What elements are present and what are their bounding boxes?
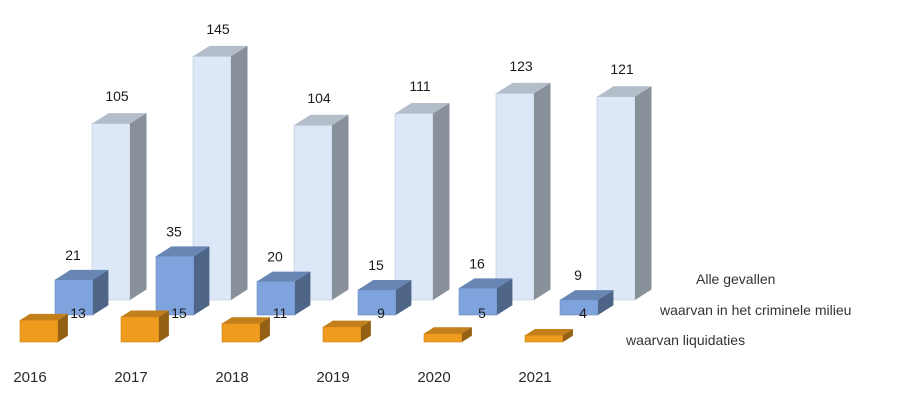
bar-top-alle-gevallen-2019 <box>395 103 450 114</box>
value-label-alle-gevallen-2021: 121 <box>610 61 634 77</box>
bar-alle-gevallen-2018 <box>293 124 333 301</box>
value-label-waarvan-in-het-criminele-milieu-2018: 20 <box>267 249 283 265</box>
bar-waarvan-liquidaties-2017 <box>120 316 160 343</box>
bar-waarvan-in-het-criminele-milieu-2017 <box>155 255 195 316</box>
bar-top-waarvan-in-het-criminele-milieu-2018 <box>257 271 311 282</box>
value-label-waarvan-liquidaties-2021: 4 <box>579 305 587 321</box>
x-tick-2017: 2017 <box>114 369 147 386</box>
bar-side-waarvan-liquidaties-2017 <box>159 310 169 342</box>
bar-side-waarvan-liquidaties-2018 <box>260 317 270 342</box>
bar-waarvan-liquidaties-2018 <box>221 323 261 343</box>
value-label-alle-gevallen-2017: 145 <box>206 21 230 37</box>
value-label-waarvan-in-het-criminele-milieu-2019: 15 <box>368 257 384 273</box>
value-label-alle-gevallen-2020: 123 <box>509 58 533 74</box>
x-tick-2020: 2020 <box>417 369 450 386</box>
value-label-waarvan-liquidaties-2018: 11 <box>273 305 288 321</box>
value-label-waarvan-in-het-criminele-milieu-2021: 9 <box>574 267 582 283</box>
bar-top-waarvan-liquidaties-2019 <box>323 320 371 327</box>
value-label-waarvan-liquidaties-2020: 5 <box>478 305 486 321</box>
bar-waarvan-liquidaties-2019 <box>322 326 362 343</box>
x-tick-2021: 2021 <box>518 369 551 386</box>
bar-side-waarvan-liquidaties-2021 <box>563 328 573 342</box>
bar-side-waarvan-in-het-criminele-milieu-2021 <box>598 290 614 315</box>
bar-side-waarvan-liquidaties-2016 <box>58 313 68 342</box>
x-tick-2016: 2016 <box>13 369 46 386</box>
bar-top-waarvan-in-het-criminele-milieu-2021 <box>560 290 614 300</box>
bar-waarvan-in-het-criminele-milieu-2016 <box>54 279 94 316</box>
bar-waarvan-liquidaties-2020 <box>423 333 463 343</box>
bar-alle-gevallen-2021 <box>596 96 636 301</box>
bar-side-waarvan-liquidaties-2019 <box>361 320 371 342</box>
bar-top-alle-gevallen-2020 <box>496 82 551 94</box>
bar-top-alle-gevallen-2018 <box>294 114 349 126</box>
bar-side-waarvan-liquidaties-2020 <box>462 327 472 342</box>
bar-top-waarvan-in-het-criminele-milieu-2020 <box>459 278 513 289</box>
value-label-alle-gevallen-2019: 111 <box>409 78 430 94</box>
value-label-waarvan-in-het-criminele-milieu-2016: 21 <box>65 247 81 263</box>
bar-top-waarvan-liquidaties-2016 <box>20 313 68 321</box>
legend-waarvan-in-het-criminele-milieu: waarvan in het criminele milieu <box>659 302 851 318</box>
bar-waarvan-liquidaties-2016 <box>19 319 59 343</box>
bar-side-waarvan-in-het-criminele-milieu-2019 <box>396 280 412 315</box>
legend-waarvan-liquidaties: waarvan liquidaties <box>625 332 745 348</box>
legend-alle-gevallen: Alle gevallen <box>696 271 775 287</box>
bar-alle-gevallen-2020 <box>495 93 535 301</box>
bar-side-waarvan-in-het-criminele-milieu-2017 <box>194 246 210 315</box>
value-label-waarvan-in-het-criminele-milieu-2017: 35 <box>166 223 182 239</box>
bar-waarvan-in-het-criminele-milieu-2020 <box>458 287 498 316</box>
series-waarvan-in-het-criminele-milieu: 21 35 20 15 16 9 <box>54 223 614 316</box>
bar-side-alle-gevallen-2017 <box>231 45 248 301</box>
bar-side-alle-gevallen-2019 <box>433 103 450 301</box>
value-label-waarvan-liquidaties-2016: 13 <box>70 305 86 321</box>
bar-top-waarvan-liquidaties-2020 <box>424 327 472 334</box>
bar-alle-gevallen-2019 <box>394 113 434 301</box>
bar-side-waarvan-in-het-criminele-milieu-2020 <box>497 278 513 315</box>
bar-top-waarvan-liquidaties-2017 <box>121 310 169 317</box>
bar-top-waarvan-liquidaties-2018 <box>222 317 270 324</box>
bar-side-alle-gevallen-2018 <box>332 114 349 300</box>
x-tick-2018: 2018 <box>215 369 248 386</box>
bar-top-waarvan-in-het-criminele-milieu-2019 <box>358 280 412 290</box>
bar-side-alle-gevallen-2016 <box>130 113 147 300</box>
bar-waarvan-in-het-criminele-milieu-2018 <box>256 281 296 316</box>
bar-waarvan-liquidaties-2021 <box>524 334 564 343</box>
x-tick-2019: 2019 <box>316 369 349 386</box>
series-waarvan-liquidaties: 13 15 11 9 5 4 <box>19 305 587 343</box>
value-label-waarvan-in-het-criminele-milieu-2020: 16 <box>469 255 485 271</box>
bar-top-waarvan-in-het-criminele-milieu-2017 <box>156 246 210 257</box>
value-label-waarvan-liquidaties-2017: 15 <box>171 305 187 321</box>
value-label-alle-gevallen-2018: 104 <box>307 90 331 106</box>
value-label-waarvan-liquidaties-2019: 9 <box>377 305 385 321</box>
bar-top-waarvan-in-het-criminele-milieu-2016 <box>55 269 109 280</box>
bar-top-waarvan-liquidaties-2021 <box>525 328 573 336</box>
bar-top-alle-gevallen-2021 <box>597 86 652 97</box>
bar-side-alle-gevallen-2020 <box>534 82 551 300</box>
bar-side-alle-gevallen-2021 <box>635 86 652 300</box>
bar-side-waarvan-in-het-criminele-milieu-2018 <box>295 271 311 315</box>
bar-side-waarvan-in-het-criminele-milieu-2016 <box>93 269 109 315</box>
bar-top-alle-gevallen-2016 <box>92 113 147 124</box>
value-label-alle-gevallen-2016: 105 <box>105 88 129 104</box>
bar-top-alle-gevallen-2017 <box>193 45 248 57</box>
